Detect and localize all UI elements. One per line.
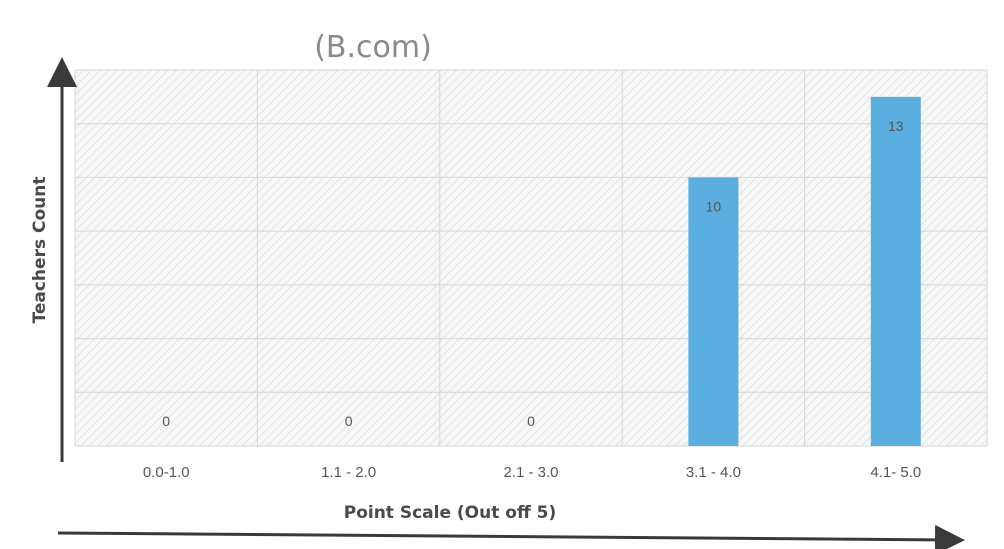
x-axis-arrow: [57, 524, 965, 549]
plot-area: [75, 70, 987, 446]
x-tick-label-3: 3.1 - 4.0: [686, 464, 741, 481]
data-label-3: 10: [706, 198, 722, 214]
data-label-0: 0: [162, 413, 170, 429]
x-tick-label-4: 4.1- 5.0: [870, 464, 921, 481]
x-tick-label-1: 1.1 - 2.0: [321, 464, 376, 481]
x-tick-label-2: 2.1 - 3.0: [503, 464, 558, 481]
bars: [688, 96, 921, 446]
data-label-2: 0: [527, 413, 535, 429]
x-tick-label-0: 0.0-1.0: [143, 464, 190, 481]
data-label-1: 0: [345, 413, 353, 429]
x-axis-title: Point Scale (Out off 5): [344, 503, 557, 523]
data-label-4: 13: [888, 118, 904, 134]
bar-4: [870, 96, 921, 446]
chart-title: (B.com): [314, 30, 432, 65]
x-tick-labels: 0.0-1.0 1.1 - 2.0 2.1 - 3.0 3.1 - 4.0 4.1- 5…: [143, 464, 921, 481]
y-axis-title: Teachers Count: [30, 177, 50, 324]
data-labels: 0 0 0 10 13: [162, 118, 903, 429]
gridlines: [74, 69, 988, 447]
bar-3: [688, 177, 739, 446]
